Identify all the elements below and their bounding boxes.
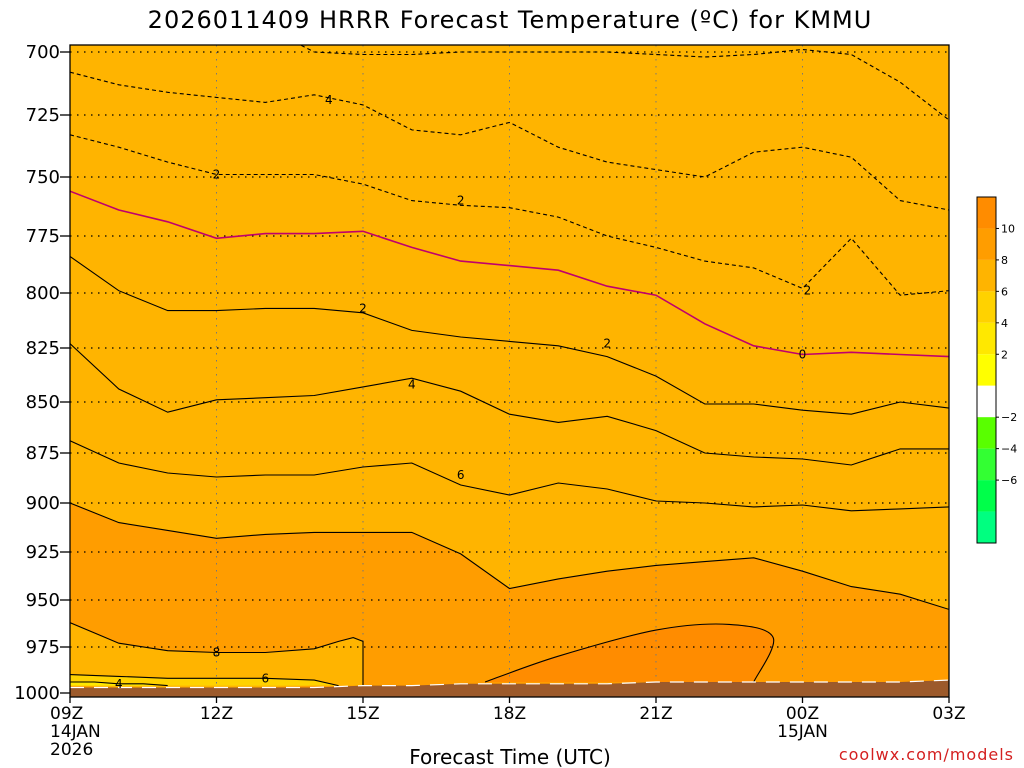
colorbar-swatch [977,417,996,449]
contour-label: 6 [262,671,270,685]
contour-label: 4 [408,378,416,392]
isotherm-8C-low-level [70,622,364,686]
isotherm-minus-4C [70,71,949,211]
site-credit: coolwx.com/models [839,745,1014,764]
y-tick-label: 825 [26,338,60,359]
isotherm-4C [70,343,949,466]
plot-axes: 700 725 750 775 800 825 850 875 900 925 950 975 1000… [14,42,965,760]
x-tick-label: 21Z [639,704,672,724]
y-tick-label: 1000 [14,683,60,704]
colorbar-label: 10 [1001,222,1015,235]
band-above-10 [485,624,774,682]
x-tick-label: 03Z [932,704,965,724]
contour-label: 4 [325,93,333,107]
contour-label: 2 [359,301,367,315]
y-tick-label: 725 [26,105,60,126]
colorbar-label: −2 [1001,411,1017,424]
surface-line [70,679,949,689]
ground-below-surface [70,679,949,697]
y-tick-label: 800 [26,283,60,304]
x-tick-label: 09Z [50,704,83,724]
x-tick-date: 15JAN [777,722,828,742]
isotherm-0C [70,190,949,358]
ground-fill [70,680,949,697]
colorbar-label: 2 [1001,348,1008,361]
y-tick-label: 700 [26,42,60,63]
isotherm-4C-low-level [70,681,168,687]
isotherm-8C [70,502,949,610]
colorbar-swatch [977,448,996,481]
colorbar-swatch [977,228,996,260]
isotherm-minus-6C [299,45,949,121]
x-tick-label: 12Z [200,704,233,724]
x-axis-label: Forecast Time (UTC) [409,745,611,768]
y-tick-label: 925 [26,542,60,563]
isotherm-lines [70,45,949,687]
colorbar-label: 8 [1001,254,1008,267]
colorbar-label: 6 [1001,285,1008,298]
contour-labels: 4 2 2 2 0 2 2 4 6 8 6 4 [115,93,812,691]
y-tick-label: 975 [26,637,60,658]
y-tick-label: 775 [26,226,60,247]
contour-label: 8 [213,646,221,660]
colorbar-swatch [977,480,996,512]
y-tick-label: 950 [26,590,60,611]
band-6-to-8 [70,45,949,610]
band-6-to-8-low-level [70,622,363,690]
contour-label: 2 [457,194,465,208]
chart-title: 2026011409 HRRR Forecast Temperature (ºC… [148,6,873,34]
y-tick-label: 750 [26,167,60,188]
colorbar-swatch [977,511,996,543]
x-tick-label: 18Z [493,704,526,724]
colorbar-label: −6 [1001,474,1017,487]
x-tick-label: 00Z [786,704,819,724]
contour-label: 2 [213,168,221,182]
colorbar-swatch [977,291,996,323]
x-tick-label: 15Z [346,704,379,724]
colorbar-label: −4 [1001,443,1017,456]
isotherm-10C [484,623,775,683]
isotherm-6C-low-level [70,674,339,687]
colorbar-swatch [977,385,996,418]
contour-label: 4 [115,677,123,691]
y-tick-label: 850 [26,392,60,413]
temperature-fill-bands [70,45,949,697]
colorbar-frame [976,196,997,544]
colorbar-swatch [977,259,996,292]
contour-label: 2 [603,337,611,351]
y-tick-label: 875 [26,443,60,464]
color-bar-legend: 10 8 6 4 2 −2 −4 −6 [976,196,1017,544]
colorbar-swatch [977,197,996,229]
isotherm-6C [70,440,949,512]
colorbar-swatch [977,322,996,355]
x-tick-date: 14JAN [50,722,101,742]
y-tick-label: 900 [26,493,60,514]
contour-label: 2 [804,284,812,298]
colorbar-label: 4 [1001,317,1008,330]
isotherm-minus-2C [70,134,949,296]
x-tick-year: 2026 [50,740,93,760]
contour-label: 0 [799,347,807,361]
contour-label: 6 [457,468,465,482]
isotherm-2C [70,256,949,415]
colorbar-swatch [977,354,996,386]
